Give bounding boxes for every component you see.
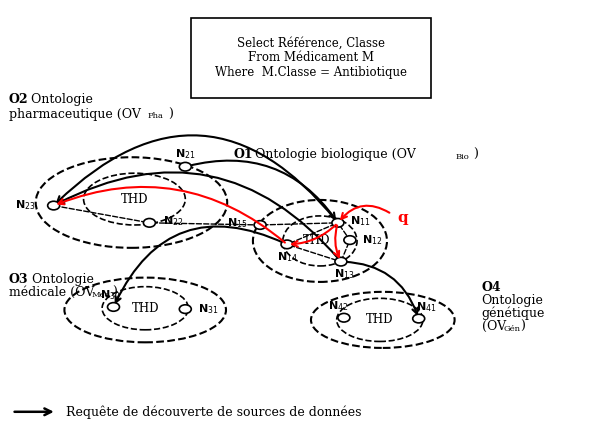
Text: $\mathbf{N}_{11}$: $\mathbf{N}_{11}$ (350, 214, 371, 228)
Text: ): ) (473, 148, 478, 161)
Text: Ontologie: Ontologie (481, 294, 544, 307)
Text: $\mathbf{N}_{22}$: $\mathbf{N}_{22}$ (163, 214, 184, 228)
Text: O4: O4 (481, 281, 501, 294)
Text: THD: THD (121, 193, 148, 205)
Text: $\mathbf{N}_{23}$: $\mathbf{N}_{23}$ (14, 199, 35, 212)
Text: génétique: génétique (481, 307, 545, 320)
Text: THD: THD (366, 313, 394, 326)
Circle shape (48, 201, 60, 210)
FancyArrowPatch shape (341, 206, 390, 219)
Circle shape (413, 314, 425, 323)
Circle shape (179, 163, 191, 171)
FancyArrowPatch shape (292, 225, 336, 246)
Text: q: q (398, 211, 408, 225)
Text: Select Référence, Classe
From Médicament M
Where  M.Classe = Antibiotique: Select Référence, Classe From Médicament… (215, 36, 407, 79)
FancyArrowPatch shape (344, 262, 418, 314)
Text: pharmaceutique (OV: pharmaceutique (OV (9, 108, 141, 121)
Text: THD: THD (303, 234, 331, 247)
Text: Bio: Bio (455, 153, 469, 161)
Circle shape (332, 218, 344, 227)
Text: $\mathbf{N}_{42}$: $\mathbf{N}_{42}$ (327, 300, 348, 313)
Text: $\mathbf{N}_{14}$: $\mathbf{N}_{14}$ (277, 250, 298, 264)
Bar (191, 18, 431, 98)
Circle shape (335, 257, 347, 266)
FancyArrowPatch shape (115, 226, 284, 302)
Text: Med: Med (91, 291, 110, 299)
Text: O2: O2 (9, 94, 28, 106)
Text: O1: O1 (233, 148, 253, 161)
Text: $\mathbf{N}_{15}$: $\mathbf{N}_{15}$ (227, 216, 248, 230)
FancyArrowPatch shape (58, 172, 339, 260)
Text: médicale (OV: médicale (OV (9, 286, 94, 299)
Text: Ontologie biologique (OV: Ontologie biologique (OV (251, 148, 416, 161)
Text: $\mathbf{N}_{32}$: $\mathbf{N}_{32}$ (100, 288, 121, 302)
Text: $\mathbf{N}_{31}$: $\mathbf{N}_{31}$ (198, 302, 219, 316)
Text: Ontologie: Ontologie (27, 94, 92, 106)
Text: THD: THD (132, 302, 159, 315)
Text: $\mathbf{N}_{12}$: $\mathbf{N}_{12}$ (362, 233, 383, 247)
Circle shape (254, 221, 266, 229)
FancyArrowPatch shape (188, 161, 335, 218)
Text: $\mathbf{N}_{13}$: $\mathbf{N}_{13}$ (333, 267, 354, 281)
Text: Gén: Gén (503, 325, 520, 333)
Text: ): ) (112, 286, 117, 299)
Text: $\mathbf{N}_{41}$: $\mathbf{N}_{41}$ (416, 301, 436, 314)
Circle shape (344, 236, 356, 244)
Circle shape (281, 240, 293, 249)
FancyArrowPatch shape (334, 225, 339, 257)
Text: $\mathbf{N}_{21}$: $\mathbf{N}_{21}$ (175, 147, 196, 161)
Circle shape (179, 305, 191, 313)
FancyArrowPatch shape (59, 187, 285, 243)
Circle shape (143, 218, 155, 227)
Text: ): ) (168, 108, 173, 121)
Text: Requête de découverte de sources de données: Requête de découverte de sources de donn… (66, 405, 361, 419)
Text: ): ) (521, 320, 525, 333)
Text: O3: O3 (9, 273, 28, 286)
Text: Ontologie: Ontologie (28, 273, 94, 286)
Text: Pha: Pha (147, 112, 164, 120)
Circle shape (108, 303, 120, 311)
Text: (OV: (OV (481, 320, 506, 333)
FancyArrowPatch shape (57, 135, 336, 221)
Circle shape (338, 313, 350, 322)
